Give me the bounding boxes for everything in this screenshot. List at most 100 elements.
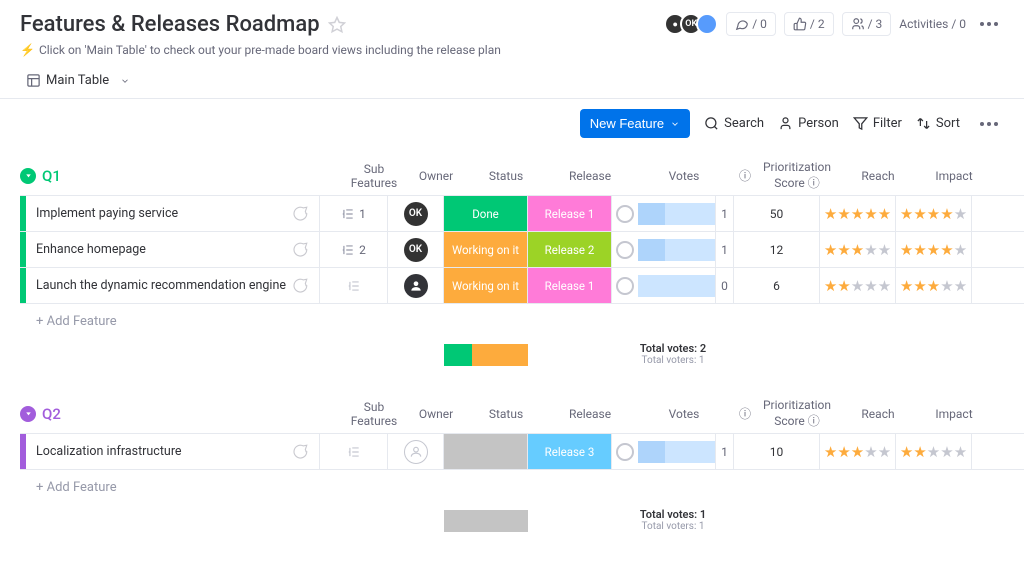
status-cell[interactable]: Working on it [444,268,528,303]
votes-cell[interactable] [612,232,716,267]
status-cell[interactable]: Done [444,196,528,231]
votes-cell[interactable] [612,268,716,303]
col-score[interactable]: Prioritization Score ⓘ [754,398,840,429]
filter-button[interactable]: Filter [853,116,902,131]
owner-avatar-empty[interactable] [404,440,428,464]
collapse-icon[interactable] [20,168,36,184]
chevron-down-icon [120,76,130,86]
release-cell[interactable]: Release 2 [528,232,612,267]
star-icon: ★ [878,443,891,461]
owner-cell[interactable]: OK [388,232,444,267]
search-button[interactable]: Search [704,116,764,131]
owner-avatar[interactable] [404,274,428,298]
status-cell[interactable]: Working on it [444,232,528,267]
new-feature-button[interactable]: New Feature [580,109,690,138]
reach-cell[interactable]: ★★★★★ [820,434,896,469]
add-feature-row[interactable]: + Add Feature [20,303,1024,339]
table-icon [26,73,41,88]
owner-cell[interactable] [388,268,444,303]
chat-icon[interactable] [291,443,309,461]
toolbar-more-menu[interactable] [974,116,1004,132]
feature-name-cell[interactable]: Implement paying service [26,196,320,231]
star-icon: ★ [927,241,940,259]
subfeatures-cell[interactable]: 1 [320,196,388,231]
group-name[interactable]: Q1 [42,167,61,185]
owner-avatar[interactable]: OK [404,238,428,262]
sort-button[interactable]: Sort [916,116,960,131]
status-cell[interactable] [444,434,528,469]
star-icon[interactable] [328,16,346,34]
reach-cell[interactable]: ★★★★★ [820,268,896,303]
col-owner[interactable]: Owner [408,407,464,421]
impact-cell[interactable]: ★★★★★ [896,268,972,303]
star-icon: ★ [954,443,967,461]
star-icon: ★ [900,277,913,295]
add-feature-row[interactable]: + Add Feature [20,469,1024,505]
star-icon: ★ [878,241,891,259]
feature-name-cell[interactable]: Enhance homepage [26,232,320,267]
col-release[interactable]: Release [548,169,632,183]
reach-cell[interactable]: ★★★★★ [820,232,896,267]
owner-cell[interactable]: OK [388,196,444,231]
release-cell[interactable]: Release 1 [528,196,612,231]
more-menu[interactable] [974,16,1004,32]
col-status[interactable]: Status [464,407,548,421]
impact-cell[interactable]: ★★★★★ [896,232,972,267]
vote-circle-icon[interactable] [616,443,634,461]
col-subfeatures[interactable]: Sub Features [340,400,408,428]
sort-icon [916,116,931,131]
owner-avatar[interactable]: OK [404,202,428,226]
reach-cell[interactable]: ★★★★★ [820,196,896,231]
feature-name-cell[interactable]: Localization infrastructure [26,434,320,469]
col-votes[interactable]: Votes [632,407,736,421]
collapse-icon[interactable] [20,406,36,422]
person-button[interactable]: Person [778,116,839,131]
star-icon: ★ [864,205,877,223]
impact-cell[interactable]: ★★★★★ [896,434,972,469]
star-icon: ★ [851,205,864,223]
vote-circle-icon[interactable] [616,205,634,223]
star-icon: ★ [878,277,891,295]
chat-icon[interactable] [291,277,309,295]
star-icon: ★ [837,241,850,259]
impact-cell[interactable]: ★★★★★ [896,196,972,231]
col-score[interactable]: Prioritization Score ⓘ [754,160,840,191]
star-icon: ★ [864,241,877,259]
release-cell[interactable]: Release 1 [528,268,612,303]
subfeatures-cell[interactable]: 2 [320,232,388,267]
feature-name-cell[interactable]: Launch the dynamic recommendation engine [26,268,320,303]
col-status[interactable]: Status [464,169,548,183]
main-table-view[interactable]: Main Table [20,69,136,92]
subfeatures-cell[interactable] [320,434,388,469]
star-icon: ★ [837,277,850,295]
star-icon: ★ [940,277,953,295]
votes-cell[interactable] [612,434,716,469]
stat-members[interactable]: / 3 [842,12,892,36]
owner-cell[interactable] [388,434,444,469]
col-impact[interactable]: Impact [916,407,992,421]
col-release[interactable]: Release [548,407,632,421]
release-cell[interactable]: Release 3 [528,434,612,469]
group-name[interactable]: Q2 [42,405,61,423]
stat-conversation[interactable]: / 0 [726,12,776,36]
col-reach[interactable]: Reach [840,169,916,183]
chat-icon[interactable] [291,205,309,223]
subitems-icon [347,445,361,459]
bolt-icon: ⚡ [20,43,35,57]
avatar-pile[interactable]: ● OK [670,13,718,35]
info-icon[interactable]: ⓘ [736,405,754,422]
chat-icon[interactable] [291,241,309,259]
votes-cell[interactable] [612,196,716,231]
vote-circle-icon[interactable] [616,277,634,295]
col-votes[interactable]: Votes [632,169,736,183]
col-owner[interactable]: Owner [408,169,464,183]
col-reach[interactable]: Reach [840,407,916,421]
info-icon[interactable]: ⓘ [736,167,754,184]
col-impact[interactable]: Impact [916,169,992,183]
star-icon: ★ [864,443,877,461]
subfeatures-cell[interactable] [320,268,388,303]
col-subfeatures[interactable]: Sub Features [340,162,408,190]
stat-activities[interactable]: Activities / 0 [899,17,966,31]
stat-thumbs[interactable]: / 2 [784,12,834,36]
vote-circle-icon[interactable] [616,241,634,259]
